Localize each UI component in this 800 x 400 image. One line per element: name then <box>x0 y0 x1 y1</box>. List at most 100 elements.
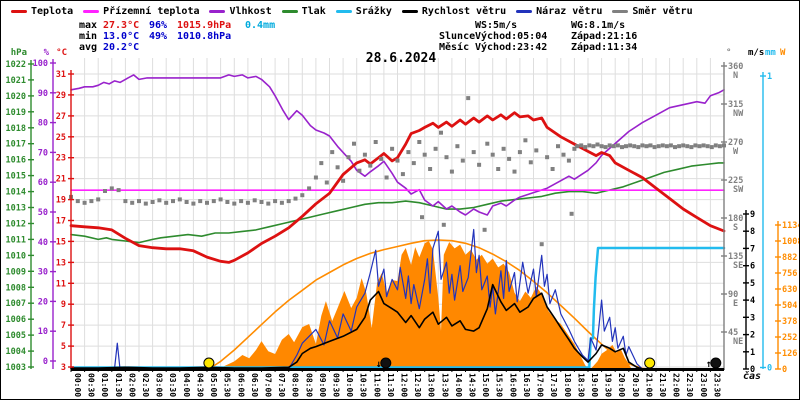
svg-text:0: 0 <box>767 364 772 374</box>
sunset-marker-icon <box>644 357 656 369</box>
svg-text:3: 3 <box>61 363 66 373</box>
svg-text:1003: 1003 <box>6 363 26 373</box>
legend-item-2: Přízemní teplota <box>83 6 199 17</box>
legend-dash-icon <box>335 9 352 13</box>
stat-min-label: min <box>79 31 98 42</box>
stats-row-avg: avg 20.2°C <box>79 42 275 53</box>
svg-text:225: 225 <box>728 176 743 186</box>
series-rychlost-vetru <box>70 283 725 370</box>
svg-text:8: 8 <box>750 227 755 237</box>
astro-markers: ↓ ↑ <box>203 357 722 370</box>
svg-text:1020: 1020 <box>6 92 26 102</box>
svg-text:08:30: 08:30 <box>304 373 313 397</box>
axis-time: 00:00 00:30 01:00 01:30 02:00 02:30 03:00 03:30… <box>70 368 724 397</box>
legend-item-7: Náraz větru <box>516 6 602 17</box>
svg-text:08:00: 08:00 <box>291 373 300 397</box>
wind-gust-max: WG:8.1m/s <box>571 20 626 31</box>
svg-text:18:00: 18:00 <box>563 373 572 397</box>
svg-text:29: 29 <box>56 91 66 101</box>
sun-set-time: Západ:21:16 <box>571 31 638 42</box>
stat-min-temp: 13.0°C <box>103 31 140 42</box>
svg-text:1005: 1005 <box>6 331 26 341</box>
svg-text:1015: 1015 <box>6 172 26 182</box>
svg-text:09:30: 09:30 <box>332 373 341 397</box>
svg-text:0: 0 <box>43 357 48 367</box>
legend-label: Směr větru <box>632 5 693 17</box>
svg-text:90: 90 <box>38 89 48 99</box>
stat-min-humidity: 49% <box>149 31 168 42</box>
svg-text:04:30: 04:30 <box>195 373 204 397</box>
svg-text:°C: °C <box>56 48 67 58</box>
svg-text:5: 5 <box>750 279 755 289</box>
series-vlhkost <box>70 74 725 216</box>
svg-text:06:00: 06:00 <box>236 373 245 397</box>
svg-text:7: 7 <box>61 321 66 331</box>
svg-text:17:30: 17:30 <box>549 373 558 397</box>
stat-max-pressure: 1015.9hPa <box>177 20 232 31</box>
svg-text:S: S <box>733 223 738 233</box>
svg-text:15:00: 15:00 <box>481 373 490 397</box>
stats-row-min: min 13.0°C 49% 1010.8hPa <box>79 31 275 42</box>
svg-text:22:30: 22:30 <box>685 373 694 397</box>
svg-text:14:00: 14:00 <box>454 373 463 397</box>
legend-label: Vlhkost <box>229 5 272 17</box>
svg-text:mm: mm <box>765 48 776 58</box>
axis-mm: 0 1 mm <box>760 48 776 374</box>
svg-text:1022: 1022 <box>6 60 26 70</box>
svg-text:SW: SW <box>733 185 744 195</box>
svg-text:1019: 1019 <box>6 108 26 118</box>
svg-text:04:00: 04:00 <box>182 373 191 397</box>
svg-text:23: 23 <box>56 154 66 164</box>
svg-text:6: 6 <box>750 262 755 272</box>
svg-text:378: 378 <box>782 317 797 327</box>
moon-label: Měsíc <box>439 42 470 53</box>
svg-text:↓: ↓ <box>376 359 382 370</box>
svg-text:23:00: 23:00 <box>699 373 708 397</box>
svg-text:1008: 1008 <box>782 237 799 247</box>
svg-text:0: 0 <box>750 365 755 375</box>
svg-text:20:00: 20:00 <box>617 373 626 397</box>
svg-text:1007: 1007 <box>6 299 26 309</box>
info-row-wind: WS:5m/s WG:8.1m/s <box>439 20 637 31</box>
svg-text:09:00: 09:00 <box>318 373 327 397</box>
svg-text:50: 50 <box>38 208 48 218</box>
svg-text:1013: 1013 <box>6 204 26 214</box>
svg-text:10:00: 10:00 <box>345 373 354 397</box>
svg-text:1009: 1009 <box>6 267 26 277</box>
svg-text:1011: 1011 <box>6 235 26 245</box>
svg-text:07:00: 07:00 <box>264 373 273 397</box>
svg-text:4: 4 <box>750 296 755 306</box>
svg-text:17: 17 <box>56 217 66 227</box>
svg-text:°: ° <box>726 48 731 58</box>
svg-text:00:00: 00:00 <box>73 373 82 397</box>
svg-text:↑: ↑ <box>706 359 712 370</box>
svg-text:NW: NW <box>733 109 744 119</box>
svg-text:1014: 1014 <box>6 188 26 198</box>
svg-text:15:30: 15:30 <box>495 373 504 397</box>
svg-text:12:30: 12:30 <box>413 373 422 397</box>
legend-dash-icon <box>11 9 27 13</box>
legend-item-1: Teplota <box>11 6 73 17</box>
svg-text:504: 504 <box>782 301 797 311</box>
svg-text:80: 80 <box>38 119 48 129</box>
svg-text:10: 10 <box>38 327 48 337</box>
stat-max-humidity: 96% <box>149 20 168 31</box>
series-solar-clearsky <box>208 239 651 370</box>
svg-text:1016: 1016 <box>6 156 26 166</box>
svg-text:882: 882 <box>782 253 797 263</box>
svg-text:135: 135 <box>728 252 743 262</box>
series-teplota <box>69 111 726 264</box>
stats-row-max: max 27.3°C 96% 1015.9hPa 0.4mm <box>79 20 275 31</box>
svg-text:23:30: 23:30 <box>712 373 721 397</box>
svg-text:1004: 1004 <box>6 347 26 357</box>
svg-text:19:00: 19:00 <box>590 373 599 397</box>
sun-rise-time: Východ:05:04 <box>475 31 548 42</box>
axis-w: 0 126 252 378 504 630 756 882 1008 1134 W <box>775 48 799 375</box>
svg-text:252: 252 <box>782 333 797 343</box>
svg-text:05:00: 05:00 <box>209 373 218 397</box>
svg-text:31: 31 <box>56 70 66 80</box>
svg-text:630: 630 <box>782 285 797 295</box>
svg-text:12:00: 12:00 <box>400 373 409 397</box>
stat-max-temp: 27.3°C <box>103 20 140 31</box>
